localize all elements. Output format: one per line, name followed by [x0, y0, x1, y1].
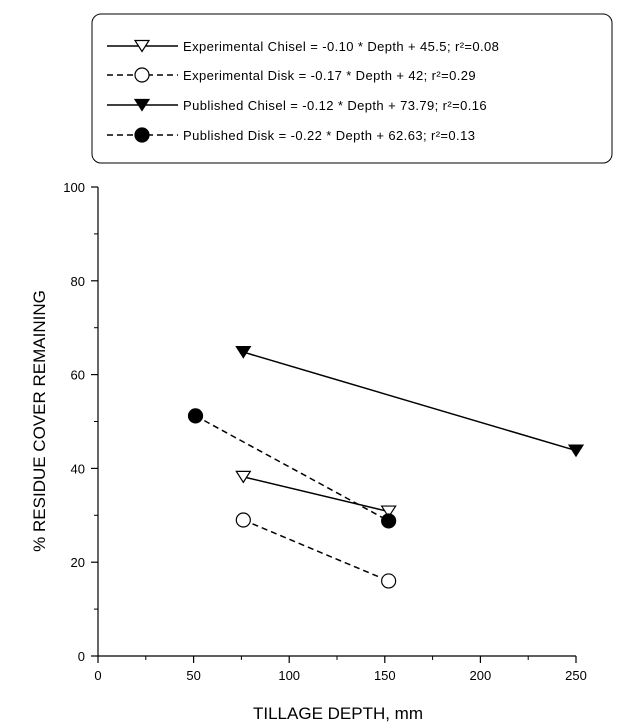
series-line: [195, 415, 389, 522]
x-tick-label: 50: [186, 668, 200, 683]
legend-label: Experimental Chisel = -0.10 * Depth + 45…: [183, 39, 499, 54]
series-experimental-disk: [235, 512, 397, 589]
legend-marker: [134, 127, 150, 143]
y-tick-label: 0: [78, 649, 85, 664]
data-point: [380, 505, 397, 519]
x-tick-label: 0: [94, 668, 101, 683]
series-published-disk: [187, 408, 397, 529]
y-tick-label: 60: [71, 368, 85, 383]
series-line: [243, 351, 577, 452]
legend-box: [91, 13, 613, 164]
data-point: [235, 470, 252, 484]
series-layer: [187, 345, 585, 589]
x-tick-label: 200: [470, 668, 492, 683]
data-point: [381, 513, 397, 529]
data-point: [235, 345, 252, 359]
x-axis-title: TILLAGE DEPTH, mm: [253, 704, 423, 722]
series-line: [243, 519, 389, 582]
data-point: [235, 512, 251, 528]
legend-label: Experimental Disk = -0.17 * Depth + 42; …: [183, 68, 476, 83]
axes: 0 50 100 150 200 250 0 20 40 60 80 100: [63, 180, 587, 683]
legend-marker: [134, 67, 150, 83]
data-point: [567, 444, 585, 458]
legend-marker: [133, 39, 151, 53]
x-tick-label: 150: [374, 668, 396, 683]
series-published-chisel: [235, 345, 585, 458]
legend: Experimental Chisel = -0.10 * Depth + 45…: [91, 13, 613, 164]
x-tick-label: 250: [565, 668, 587, 683]
y-tick-label: 80: [71, 274, 85, 289]
y-tick-label: 100: [63, 180, 85, 195]
y-tick-label: 40: [71, 461, 85, 476]
data-point: [381, 573, 397, 589]
legend-marker: [133, 98, 151, 112]
legend-label: Published Chisel = -0.12 * Depth + 73.79…: [183, 98, 487, 113]
y-axis-title: % RESIDUE COVER REMAINING: [30, 290, 49, 552]
series-experimental-chisel: [235, 470, 397, 519]
y-tick-label: 20: [71, 555, 85, 570]
legend-label: Published Disk = -0.22 * Depth + 62.63; …: [183, 128, 475, 143]
series-line: [243, 476, 389, 513]
data-point: [187, 408, 204, 424]
x-tick-label: 100: [278, 668, 300, 683]
